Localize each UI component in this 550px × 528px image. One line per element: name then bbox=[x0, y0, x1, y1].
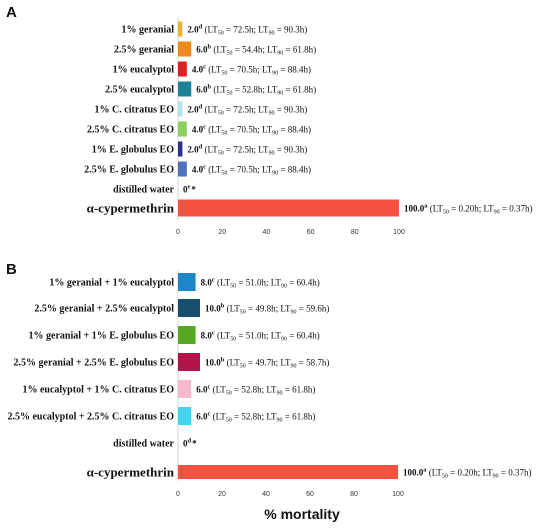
bar bbox=[178, 21, 183, 37]
category-label: 2.5% geranial + 2.5% E. globulus EO bbox=[14, 358, 175, 369]
value-label: 4.0c (LT50 = 70.5h; LT90 = 88.4h) bbox=[192, 164, 311, 177]
x-tick-label: 60 bbox=[307, 229, 315, 236]
panel-a: A 1% geranial 2.0d (LT50 = 72.5h; LT90 = 9… bbox=[6, 4, 533, 236]
bar bbox=[178, 81, 192, 97]
panel-b: B 1% geranial + 1% eucalyptol 8.0c (LT50 =… bbox=[6, 261, 532, 522]
bar bbox=[178, 299, 200, 317]
category-label: 2.5% C. citratus EO bbox=[87, 125, 174, 136]
category-label: 2.5% geranial bbox=[114, 45, 174, 56]
x-tick-label: 40 bbox=[263, 229, 271, 236]
value-label: 10.0b (LT50 = 49.7h; LT90 = 58.7h) bbox=[205, 357, 329, 370]
bar bbox=[178, 465, 398, 479]
value-label: 2.0d (LT50 = 72.5h; LT90 = 90.3h) bbox=[187, 104, 307, 117]
value-label: 2.0d (LT50 = 72.5h; LT90 = 90.3h) bbox=[187, 24, 307, 37]
bar bbox=[178, 161, 187, 177]
value-label: 8.0c (LT50 = 51.0h; LT90 = 60.4h) bbox=[201, 330, 320, 343]
value-label: 100.0a (LT50 = 0.20h; LT90 = 0.37h) bbox=[404, 203, 533, 216]
value-label: 100.0a (LT50 = 0.20h; LT90 = 0.37h) bbox=[403, 467, 532, 480]
x-tick-label: 0 bbox=[176, 491, 180, 498]
value-label: 6.0b (LT50 = 54.4h; LT90 = 61.8h) bbox=[196, 44, 316, 57]
category-label: 1% eucalyptol bbox=[113, 65, 175, 76]
value-label: 2.0d (LT50 = 72.5h; LT90 = 90.3h) bbox=[187, 144, 307, 157]
bar bbox=[178, 121, 187, 137]
bar bbox=[178, 273, 196, 291]
value-label: 6.0c (LT50 = 52.8h; LT90 = 61.8h) bbox=[196, 411, 315, 424]
value-label: 4.0c (LT50 = 70.5h; LT90 = 88.4h) bbox=[192, 64, 311, 77]
bar bbox=[178, 407, 192, 425]
category-label: α-cypermethrin bbox=[87, 201, 175, 216]
category-label: 2.5% E. globulus EO bbox=[84, 165, 174, 176]
bar bbox=[178, 353, 200, 371]
x-tick-label: 100 bbox=[392, 491, 404, 498]
bar bbox=[178, 326, 196, 344]
x-tick-label: 40 bbox=[262, 491, 270, 498]
category-label: 1% geranial + 1% E. globulus EO bbox=[29, 331, 175, 342]
x-tick-label: 0 bbox=[176, 229, 180, 236]
x-tick-label: 80 bbox=[350, 491, 358, 498]
x-tick-label: 20 bbox=[218, 491, 226, 498]
category-label: 1% eucalyptol + 1% C. citratus EO bbox=[22, 385, 174, 396]
x-tick-label: 80 bbox=[351, 229, 359, 236]
x-axis-title: % mortality bbox=[264, 506, 340, 522]
bar bbox=[178, 101, 183, 117]
value-label: 6.0b (LT50 = 52.8h; LT90 = 61.8h) bbox=[196, 84, 316, 97]
value-label: 8.0c (LT50 = 51.0h; LT90 = 60.4h) bbox=[201, 277, 320, 290]
panel-letter: A bbox=[6, 4, 17, 21]
value-label: 4.0c (LT50 = 70.5h; LT90 = 88.4h) bbox=[192, 124, 311, 137]
category-label: α-cypermethrin bbox=[87, 465, 175, 480]
value-label: 0e* bbox=[183, 184, 196, 195]
x-tick-label: 60 bbox=[306, 491, 314, 498]
panel-letter: B bbox=[6, 261, 17, 278]
value-label: 10.0b (LT50 = 49.8h; LT90 = 59.6h) bbox=[205, 303, 329, 316]
category-label: 1% C. citratus EO bbox=[95, 105, 175, 116]
bar bbox=[178, 380, 192, 398]
category-label: distilled water bbox=[113, 185, 174, 196]
x-tick-label: 100 bbox=[393, 229, 405, 236]
category-label: 1% geranial bbox=[122, 25, 175, 36]
category-label: 2.5% geranial + 2.5% eucalyptol bbox=[34, 304, 174, 315]
bar bbox=[178, 41, 192, 57]
bar bbox=[178, 61, 187, 77]
category-label: 1% E. globulus EO bbox=[92, 145, 174, 156]
category-label: 1% geranial + 1% eucalyptol bbox=[49, 278, 174, 289]
value-label: 6.0c (LT50 = 52.8h; LT90 = 61.8h) bbox=[196, 384, 315, 397]
bar bbox=[178, 141, 183, 157]
category-label: distilled water bbox=[113, 439, 174, 450]
category-label: 2.5% eucalyptol + 2.5% C. citratus EO bbox=[7, 412, 174, 423]
x-tick-label: 20 bbox=[218, 229, 226, 236]
category-label: 2.5% eucalyptol bbox=[105, 85, 174, 96]
value-label: 0d* bbox=[183, 438, 197, 449]
bar bbox=[178, 199, 399, 217]
